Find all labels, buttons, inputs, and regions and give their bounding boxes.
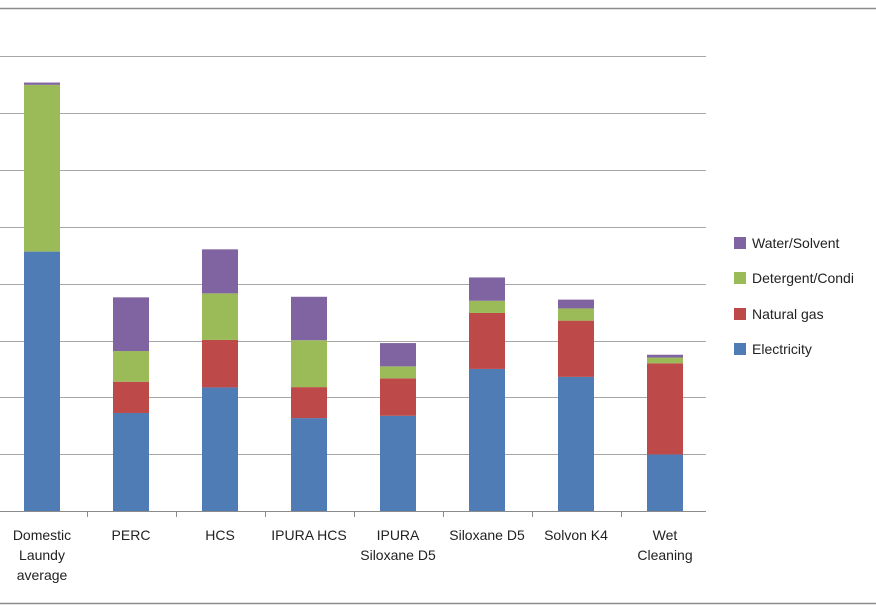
bar-segment-detergent-conditioner [558, 308, 594, 321]
x-tick-label: IPURA Siloxane D5 [360, 527, 436, 563]
legend-label: Detergent/Condi [752, 270, 854, 286]
bar-segment-electricity [380, 415, 416, 511]
legend-swatch [734, 343, 746, 355]
bar-segment-detergent-conditioner [647, 357, 683, 364]
bar-segment-detergent-conditioner [202, 293, 238, 340]
bar-segment-electricity [291, 418, 327, 511]
bar-segment-natural-gas [380, 378, 416, 416]
bar-segment-electricity [202, 387, 238, 511]
bar-segment-detergent-conditioner [380, 366, 416, 379]
x-tick-label: Solvon K4 [544, 527, 608, 543]
bar-segment-natural-gas [291, 387, 327, 419]
legend-label: Electricity [752, 341, 812, 357]
bar-segment-water-solvent [469, 277, 505, 301]
legend-label: Natural gas [752, 306, 824, 322]
x-tick-label: Wet Cleaning [637, 527, 692, 563]
bar-segment-natural-gas [113, 381, 149, 413]
x-tick-label: IPURA HCS [271, 527, 346, 543]
x-tick-label: Siloxane D5 [449, 527, 525, 543]
x-axis-labels: Domestic Laundy average PERC HCS IPURA HCS IPU… [13, 527, 693, 583]
bar-segment-water-solvent [24, 82, 60, 85]
x-tick-label: PERC [112, 527, 151, 543]
bar-segment-water-solvent [647, 354, 683, 358]
legend-swatch [734, 272, 746, 284]
bar-segment-natural-gas [202, 339, 238, 388]
bar-segment-detergent-conditioner [469, 300, 505, 313]
x-tick-label: HCS [205, 527, 235, 543]
bar-segment-electricity [647, 454, 683, 511]
bars [24, 82, 683, 511]
bar-segment-detergent-conditioner [24, 84, 60, 252]
x-axis-ticks [87, 511, 622, 517]
bar-segment-electricity [469, 368, 505, 511]
legend-swatch [734, 237, 746, 249]
bar-segment-natural-gas [558, 320, 594, 377]
bar-segment-water-solvent [558, 299, 594, 309]
bar-segment-natural-gas [469, 312, 505, 369]
bar-segment-natural-gas [647, 363, 683, 455]
bar-segment-electricity [558, 376, 594, 511]
bar-segment-water-solvent [380, 343, 416, 367]
bar-segment-electricity [24, 251, 60, 511]
bar-segment-detergent-conditioner [113, 351, 149, 382]
x-tick-label: Domestic Laundy average [13, 527, 71, 583]
legend: Water/Solvent Detergent/Condi Natural gas E… [734, 235, 854, 357]
bar-segment-water-solvent [202, 249, 238, 294]
legend-label: Water/Solvent [752, 235, 840, 251]
legend-swatch [734, 308, 746, 320]
bar-segment-water-solvent [291, 296, 327, 341]
bar-segment-detergent-conditioner [291, 340, 327, 388]
bar-segment-water-solvent [113, 297, 149, 352]
bar-segment-electricity [113, 412, 149, 511]
